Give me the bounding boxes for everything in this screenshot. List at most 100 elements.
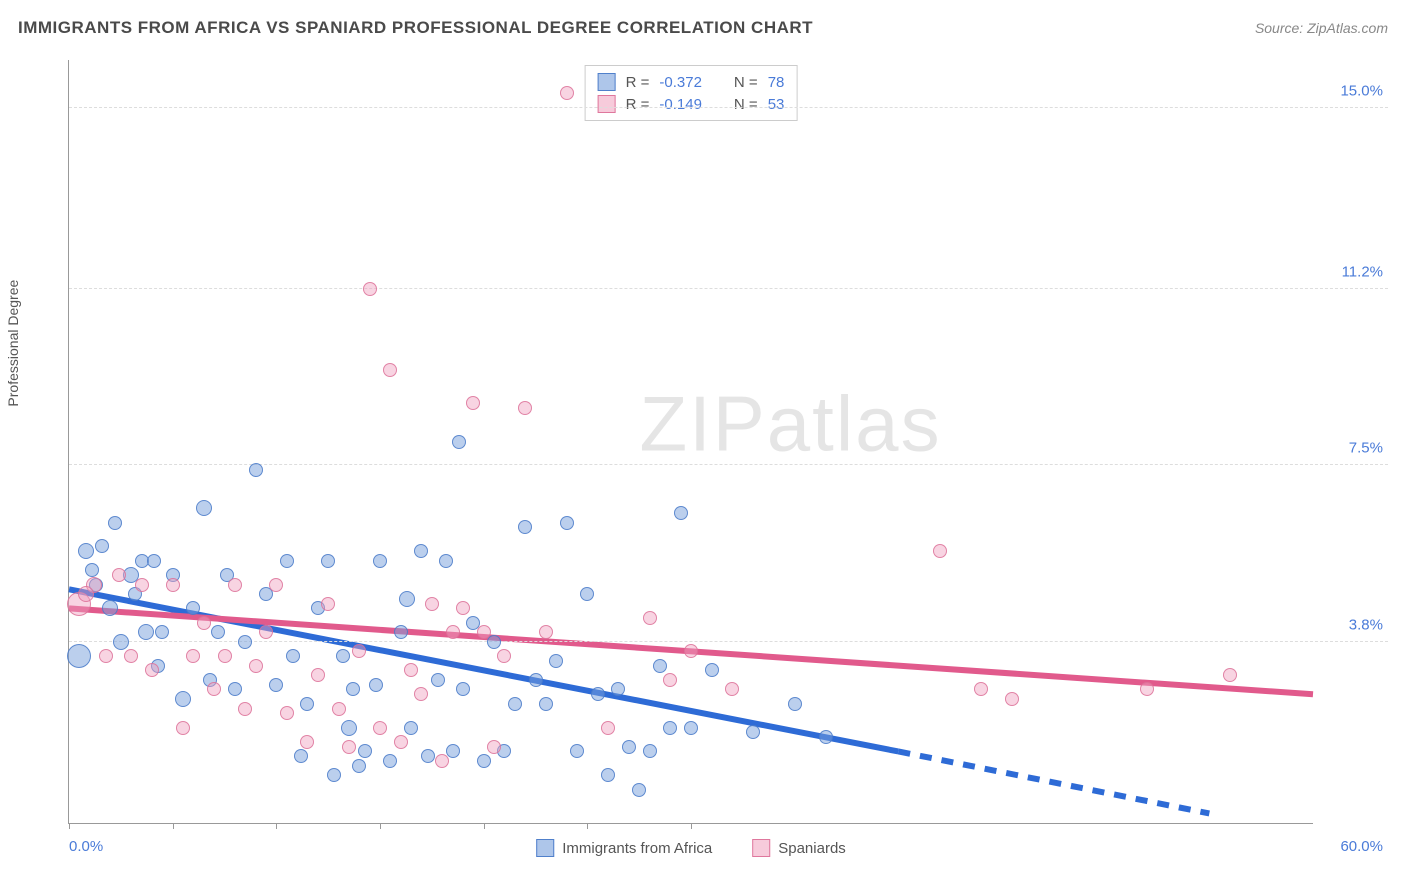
scatter-point [746, 725, 760, 739]
scatter-point [487, 740, 501, 754]
gridline [69, 107, 1388, 108]
scatter-point [404, 721, 418, 735]
scatter-point [974, 682, 988, 696]
scatter-point [601, 721, 615, 735]
scatter-point [99, 649, 113, 663]
scatter-point [611, 682, 625, 696]
scatter-point [342, 740, 356, 754]
scatter-point [175, 691, 191, 707]
scatter-point [1005, 692, 1019, 706]
y-tick-label: 3.8% [1349, 616, 1383, 633]
swatch-pink-icon [752, 839, 770, 857]
plot-area: ZIPatlas R = -0.372 N = 78 R = -0.149 N … [68, 60, 1313, 824]
scatter-point [135, 578, 149, 592]
scatter-point [207, 682, 221, 696]
scatter-point [643, 744, 657, 758]
scatter-point [352, 644, 366, 658]
scatter-point [819, 730, 833, 744]
scatter-point [439, 554, 453, 568]
scatter-point [591, 687, 605, 701]
scatter-point [300, 697, 314, 711]
scatter-point [249, 463, 263, 477]
scatter-point [280, 554, 294, 568]
scatter-point [383, 363, 397, 377]
x-tick [380, 823, 381, 829]
scatter-point [197, 616, 211, 630]
scatter-point [674, 506, 688, 520]
scatter-point [663, 721, 677, 735]
scatter-point [369, 678, 383, 692]
scatter-point [113, 634, 129, 650]
scatter-point [341, 720, 357, 736]
chart-container: Professional Degree ZIPatlas R = -0.372 … [18, 50, 1388, 874]
scatter-point [352, 759, 366, 773]
scatter-point [67, 644, 91, 668]
scatter-point [358, 744, 372, 758]
scatter-point [238, 635, 252, 649]
scatter-point [653, 659, 667, 673]
scatter-point [497, 649, 511, 663]
scatter-point [622, 740, 636, 754]
scatter-point [166, 578, 180, 592]
scatter-point [456, 682, 470, 696]
scatter-point [788, 697, 802, 711]
scatter-point [1223, 668, 1237, 682]
scatter-point [529, 673, 543, 687]
y-axis-label: Professional Degree [5, 280, 21, 407]
scatter-point [1140, 682, 1154, 696]
scatter-point [373, 554, 387, 568]
scatter-point [560, 86, 574, 100]
scatter-point [580, 587, 594, 601]
gridline [69, 288, 1388, 289]
gridline [69, 464, 1388, 465]
scatter-point [684, 644, 698, 658]
scatter-point [321, 554, 335, 568]
y-tick-label: 15.0% [1340, 82, 1383, 99]
scatter-point [78, 543, 94, 559]
scatter-point [421, 749, 435, 763]
scatter-point [399, 591, 415, 607]
swatch-blue-icon [536, 839, 554, 857]
scatter-point [176, 721, 190, 735]
scatter-point [269, 578, 283, 592]
scatter-point [518, 520, 532, 534]
y-tick-label: 11.2% [1342, 263, 1383, 280]
scatter-point [145, 663, 159, 677]
x-axis-max-label: 60.0% [1340, 838, 1383, 855]
scatter-point [294, 749, 308, 763]
scatter-point [446, 625, 460, 639]
scatter-point [78, 586, 94, 602]
scatter-point [228, 682, 242, 696]
scatter-point [518, 401, 532, 415]
scatter-point [373, 721, 387, 735]
scatter-point [477, 625, 491, 639]
scatter-point [112, 568, 126, 582]
scatter-point [705, 663, 719, 677]
scatter-point [539, 697, 553, 711]
scatter-point [452, 435, 466, 449]
x-tick [484, 823, 485, 829]
scatter-point [238, 702, 252, 716]
scatter-point [487, 635, 501, 649]
scatter-point [300, 735, 314, 749]
scatter-point [663, 673, 677, 687]
scatter-point [933, 544, 947, 558]
scatter-point [218, 649, 232, 663]
scatter-point [311, 668, 325, 682]
scatter-point [394, 625, 408, 639]
scatter-point [249, 659, 263, 673]
scatter-point [414, 687, 428, 701]
x-tick [587, 823, 588, 829]
scatter-point [363, 282, 377, 296]
legend-item-spaniards: Spaniards [752, 839, 846, 857]
scatter-point [404, 663, 418, 677]
scatter-point [211, 625, 225, 639]
scatter-point [539, 625, 553, 639]
scatter-point [477, 754, 491, 768]
scatter-point [321, 597, 335, 611]
scatter-point [95, 539, 109, 553]
scatter-point [601, 768, 615, 782]
x-tick [173, 823, 174, 829]
scatter-point [549, 654, 563, 668]
scatter-point [147, 554, 161, 568]
